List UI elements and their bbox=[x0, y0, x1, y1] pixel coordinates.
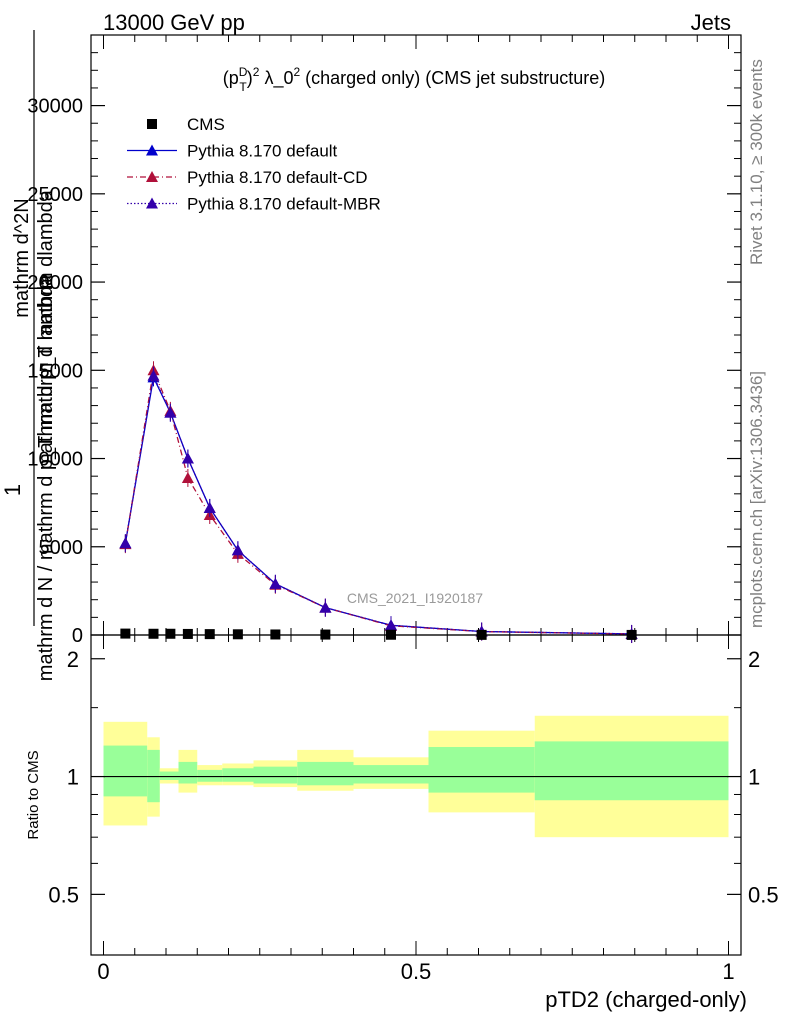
legend-marker-triangle bbox=[146, 144, 158, 156]
rivet-label: Rivet 3.1.10, ≥ 300k events bbox=[747, 59, 766, 265]
analysis-watermark: CMS_2021_I1920187 bbox=[347, 590, 483, 606]
ratio-stat-band bbox=[178, 761, 198, 784]
legend-marker-triangle bbox=[146, 197, 158, 209]
legend-label: Pythia 8.170 default bbox=[187, 142, 338, 161]
ratio-y-tick-label: 1 bbox=[67, 765, 79, 790]
mc-data-point bbox=[319, 601, 332, 613]
ratio-stat-band bbox=[159, 771, 179, 780]
legend: (pD T)2 λ_02 (charged only) (CMS jet subs… bbox=[127, 65, 605, 214]
x-tick-label: 0.5 bbox=[401, 959, 432, 984]
x-axis-label: pTD2 (charged-only) bbox=[545, 987, 747, 1012]
mc-data-point bbox=[147, 369, 160, 381]
energy-label: 13000 GeV pp bbox=[103, 10, 245, 35]
mc-data-point bbox=[231, 544, 244, 556]
process-label: Jets bbox=[691, 10, 731, 35]
legend-label: Pythia 8.170 default-MBR bbox=[187, 195, 381, 214]
mc-data-point bbox=[181, 471, 194, 483]
y-label-numerator: 1 bbox=[0, 484, 25, 496]
y-label-denominator: mathrm d N / mathrm d p_T mathrm d lambd… bbox=[35, 274, 57, 681]
mc-data-point bbox=[385, 619, 397, 631]
mc-data-point bbox=[164, 406, 177, 418]
main-y-tick-label: 30000 bbox=[27, 96, 83, 118]
mc-data-point bbox=[119, 537, 132, 549]
ratio-stat-band bbox=[103, 745, 148, 797]
ratio-stat-band bbox=[428, 747, 535, 793]
mc-data-point bbox=[269, 577, 282, 589]
ratio-stat-band bbox=[253, 766, 298, 784]
legend-label: Pythia 8.170 default-CD bbox=[187, 168, 368, 187]
cms-data-point bbox=[182, 628, 193, 639]
main-axes: 0 5000 10000 15000 20000 25000 30000 bbox=[27, 35, 741, 647]
ratio-stat-band bbox=[534, 741, 729, 801]
ratio-bands bbox=[103, 715, 729, 838]
cms-data-point bbox=[165, 628, 176, 639]
ratio-y-label: Ratio to CMS bbox=[25, 750, 42, 839]
cms-data-point bbox=[148, 628, 159, 639]
ratio-y-tick-label: 2 bbox=[67, 647, 79, 672]
x-tick-label: 1 bbox=[722, 959, 734, 984]
cms-data-point bbox=[204, 629, 215, 640]
y-label-top: mathrm d^2N bbox=[11, 198, 33, 317]
mc-data-point bbox=[181, 452, 194, 464]
cms-data-point bbox=[120, 628, 131, 639]
main-y-tick-label: 25000 bbox=[27, 184, 83, 206]
ratio-stat-band bbox=[353, 765, 429, 784]
ratio-y-tick-label-right: 1 bbox=[748, 765, 760, 790]
legend-title: (pD T)2 λ_02 (charged only) (CMS jet subs… bbox=[223, 65, 606, 94]
legend-label: CMS bbox=[187, 115, 225, 134]
main-y-tick-label: 5000 bbox=[39, 537, 84, 559]
cms-data-point bbox=[232, 629, 243, 640]
main-y-axis-label: 1 mathrm d^2N mathrm d p_T mathrm dlambd… bbox=[0, 30, 57, 681]
ratio-stat-band bbox=[197, 769, 223, 782]
mc-data-point bbox=[203, 501, 216, 513]
legend-marker-square bbox=[147, 119, 157, 129]
ratio-y-tick-label: 0.5 bbox=[48, 882, 79, 907]
mcplots-label: mcplots.cern.ch [arXiv:1306.3436] bbox=[747, 371, 766, 628]
ratio-stat-band bbox=[222, 768, 254, 782]
legend-marker-triangle bbox=[146, 171, 158, 182]
ratio-y-tick-label-right: 2 bbox=[748, 647, 760, 672]
ratio-stat-band bbox=[297, 761, 354, 786]
y-label-top-2: mathrm d p_T mathrm dlambda bbox=[35, 189, 57, 470]
main-y-tick-label: 10000 bbox=[27, 449, 83, 471]
ratio-axes: 0.5 0.5 1 1 2 2 0 0.5 1 bbox=[48, 635, 779, 984]
main-y-tick-label: 15000 bbox=[27, 360, 83, 382]
main-y-tick-label: 0 bbox=[72, 625, 83, 647]
ratio-y-tick-label-right: 0.5 bbox=[748, 882, 779, 907]
main-y-tick-label: 20000 bbox=[27, 272, 83, 294]
x-tick-label: 0 bbox=[97, 959, 109, 984]
